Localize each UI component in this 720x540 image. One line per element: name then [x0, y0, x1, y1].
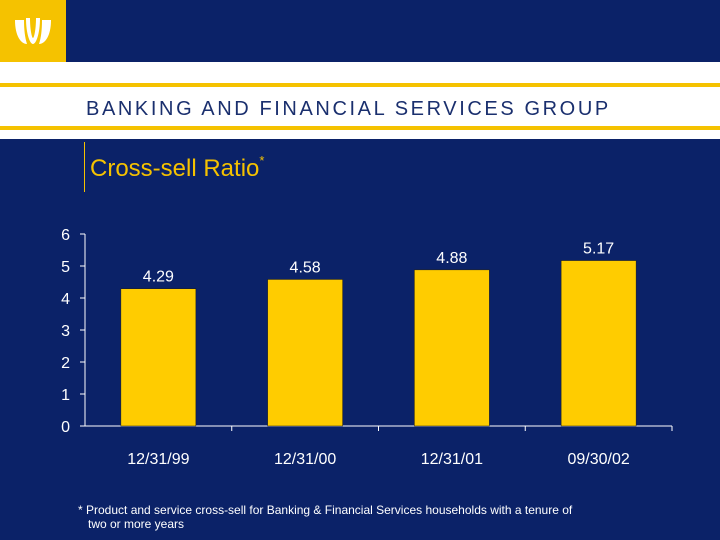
- bar: [267, 279, 343, 427]
- bar-value-label: 4.88: [436, 250, 467, 267]
- slide-title-text: Cross-sell Ratio: [90, 155, 260, 182]
- group-title: BANKING AND FINANCIAL SERVICES GROUP: [86, 98, 611, 120]
- title-footnote-mark: *: [259, 153, 265, 168]
- footnote-line-1: * Product and service cross-sell for Ban…: [78, 503, 573, 517]
- footnote-line-2: two or more years: [88, 517, 185, 531]
- y-tick-label: 6: [61, 227, 70, 244]
- slide-title: Cross-sell Ratio*: [90, 153, 265, 183]
- header-stripe-bottom: [0, 126, 720, 130]
- bar-value-label: 5.17: [583, 241, 614, 258]
- bar: [120, 288, 197, 427]
- bar: [414, 269, 490, 427]
- y-tick-label: 3: [61, 323, 70, 340]
- header-stripe-top: [0, 83, 720, 87]
- bar-value-label: 4.29: [143, 269, 174, 286]
- x-category-label: 12/31/99: [127, 451, 189, 468]
- top-bar: [0, 0, 720, 62]
- title-rule: [84, 142, 85, 192]
- x-category-label: 12/31/00: [274, 451, 336, 468]
- y-tick-label: 1: [61, 387, 70, 404]
- logo: [0, 0, 66, 62]
- bar: [560, 260, 637, 427]
- x-category-label: 09/30/02: [567, 451, 629, 468]
- y-tick-label: 2: [61, 355, 70, 372]
- y-tick-label: 5: [61, 259, 70, 276]
- footnote: * Product and service cross-sell for Ban…: [78, 503, 572, 531]
- x-category-label: 12/31/01: [421, 451, 483, 468]
- y-tick-label: 4: [61, 291, 70, 308]
- y-tick-label: 0: [61, 419, 70, 436]
- bar-value-label: 4.58: [290, 259, 321, 276]
- bank-logo-icon: [15, 18, 51, 44]
